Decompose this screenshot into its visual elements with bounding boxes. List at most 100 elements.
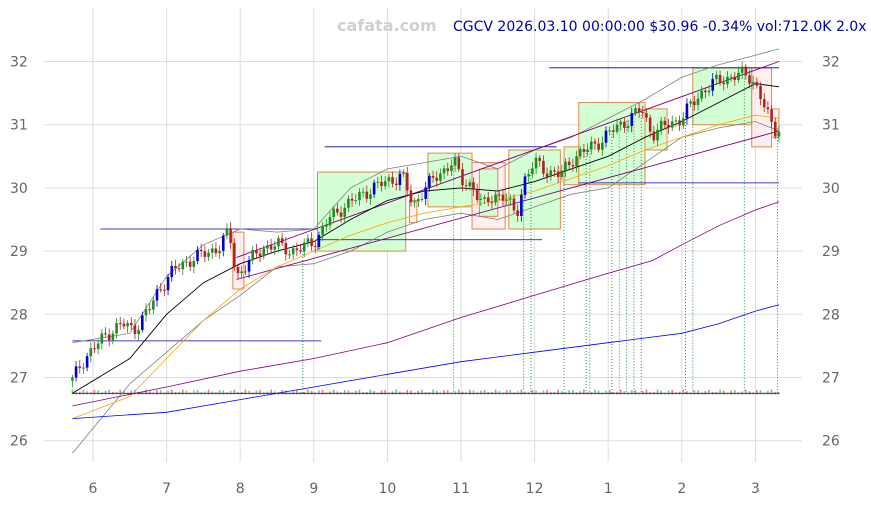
volume-tick [101, 392, 103, 395]
candle-down [107, 334, 111, 341]
volume-tick [303, 391, 306, 395]
candle-up [354, 200, 358, 202]
volume-tick [351, 392, 353, 395]
candle-down [597, 143, 600, 150]
candle-up [383, 181, 387, 187]
candle-down [93, 348, 96, 350]
volume-tick [373, 391, 375, 395]
candle-down [556, 171, 560, 177]
volume-tick [78, 391, 81, 395]
volume-tick [546, 389, 548, 395]
candle-down [174, 266, 177, 269]
volume-tick [748, 391, 751, 395]
volume-tick [86, 391, 88, 395]
candle-up [626, 125, 630, 128]
candle-up [442, 168, 446, 174]
candle-up [302, 242, 306, 252]
candle-down [648, 117, 652, 132]
volume-tick [325, 392, 328, 395]
candle-up [273, 246, 277, 250]
watermark: cafata.com [337, 16, 437, 35]
volume-tick [93, 390, 96, 395]
volume-tick [472, 390, 475, 395]
volume-tick [597, 390, 600, 395]
volume-tick [778, 392, 780, 395]
moving-average-line [72, 114, 780, 419]
candle-down [244, 271, 247, 273]
candle-up [170, 266, 174, 278]
volume-tick [711, 391, 714, 395]
y-tick-label: 27 [822, 371, 840, 387]
candle-down [405, 172, 409, 191]
volume-tick [270, 389, 272, 395]
volume-tick [435, 391, 438, 395]
candle-down [177, 268, 181, 270]
candle-down [461, 169, 464, 186]
volume-tick [233, 389, 236, 395]
volume-tick [693, 390, 696, 395]
moving-average-line [72, 201, 780, 407]
candle-down [512, 198, 516, 211]
volume-tick [318, 390, 320, 395]
candle-down [497, 194, 501, 196]
volume-tick [97, 390, 99, 395]
volume-tick [417, 390, 420, 395]
candle-up [207, 252, 210, 257]
volume-tick [505, 390, 508, 395]
candle-up [398, 173, 402, 185]
x-tick-label: 12 [526, 481, 544, 497]
volume-tick [255, 390, 258, 395]
volume-tick [774, 391, 777, 395]
volume-tick [193, 390, 195, 395]
candle-up [192, 261, 196, 267]
volume-tick [314, 392, 317, 395]
candle-down [431, 175, 435, 178]
volume-tick [424, 392, 427, 395]
candle-up [520, 194, 523, 216]
ticker-info: CGCV 2026.03.10 00:00:00 $30.96 -0.34% v… [453, 19, 867, 35]
candle-down [486, 197, 490, 202]
volume-tick [167, 391, 169, 395]
volume-tick [660, 390, 662, 395]
candle-down [255, 250, 258, 254]
candle-down [133, 325, 137, 335]
candle-up [152, 300, 155, 310]
volume-tick [388, 392, 390, 395]
candle-up [696, 98, 700, 106]
candle-up [737, 72, 740, 80]
candle-down [236, 266, 240, 274]
candle-down [545, 173, 549, 177]
candle-down [593, 141, 597, 144]
volume-tick [329, 391, 331, 395]
x-axis: 6 7 8 9 10 11 12 1 2 3 [89, 481, 760, 497]
volume-tick [321, 389, 324, 395]
volume-tick [465, 392, 467, 395]
candle-up [619, 121, 623, 125]
y-tick-label: 29 [822, 244, 840, 260]
candle-down [637, 108, 641, 113]
candle-down [233, 243, 236, 267]
candle-up [420, 198, 424, 200]
candle-down [773, 121, 777, 137]
volume-tick [218, 389, 221, 395]
volume-tick [229, 390, 232, 395]
candle-up [453, 157, 457, 166]
candle-up [291, 248, 295, 255]
volume-tick [439, 392, 442, 395]
volume-tick [251, 392, 254, 395]
volume-tick [226, 392, 228, 395]
candle-up [483, 197, 486, 199]
candle-down [299, 250, 302, 252]
candle-down [122, 323, 126, 327]
candle-up [527, 174, 531, 177]
volume-tick [310, 390, 313, 395]
candle-up [387, 177, 391, 182]
candle-down [571, 165, 575, 167]
volume-tick [561, 391, 563, 395]
volume-tick [700, 392, 703, 395]
volume-tick [104, 391, 107, 395]
volume-tick [262, 392, 265, 395]
candle-up [604, 130, 608, 143]
volume-tick [215, 392, 217, 395]
candle-down [350, 198, 354, 201]
